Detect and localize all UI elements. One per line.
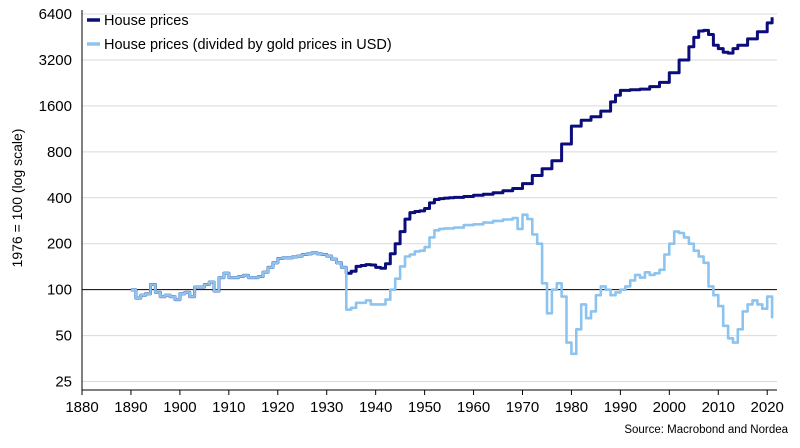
series-lines: [130, 17, 774, 356]
x-tick-label-1930: 1930: [310, 399, 343, 416]
x-tick-label-1910: 1910: [212, 399, 245, 416]
x-tick-label-1920: 1920: [261, 399, 294, 416]
y-tick-label-50: 50: [55, 328, 72, 345]
x-tick-label-1900: 1900: [163, 399, 196, 416]
y-tick-label-1600: 1600: [39, 98, 72, 115]
y-axis-label: 1976 = 100 (log scale): [9, 129, 25, 268]
x-tick-label-1950: 1950: [408, 399, 441, 416]
x-tick-label-2020: 2020: [751, 399, 784, 416]
y-tick-label-100: 100: [47, 282, 72, 299]
x-tick-label-1990: 1990: [604, 399, 637, 416]
y-tick-label-800: 800: [47, 144, 72, 161]
x-tick-label-1960: 1960: [457, 399, 490, 416]
legend: House prices House prices (divided by go…: [87, 13, 392, 53]
axes: 25 50 100 200 400 800 1600 3200 6400 1880 1890 1900…: [39, 6, 784, 416]
x-tick-label-2000: 2000: [653, 399, 686, 416]
legend-label-house-prices: House prices: [104, 13, 189, 29]
legend-label-house-prices-gold: House prices (divided by gold prices in …: [104, 37, 392, 53]
series-line-house-prices-gold: [130, 213, 774, 356]
y-tick-label-3200: 3200: [39, 52, 72, 69]
x-tick-label-1940: 1940: [359, 399, 392, 416]
x-tick-label-1970: 1970: [506, 399, 539, 416]
y-tick-label-400: 400: [47, 190, 72, 207]
x-tick-label-1880: 1880: [65, 399, 98, 416]
y-tick-label-6400: 6400: [39, 6, 72, 23]
grid-lines: [82, 13, 777, 383]
source-note: Source: Macrobond and Nordea: [624, 424, 788, 436]
x-tick-label-1980: 1980: [555, 399, 588, 416]
x-tick-label-2010: 2010: [702, 399, 735, 416]
y-tick-label-25: 25: [55, 374, 72, 391]
x-tick-label-1890: 1890: [114, 399, 147, 416]
y-tick-label-200: 200: [47, 236, 72, 253]
